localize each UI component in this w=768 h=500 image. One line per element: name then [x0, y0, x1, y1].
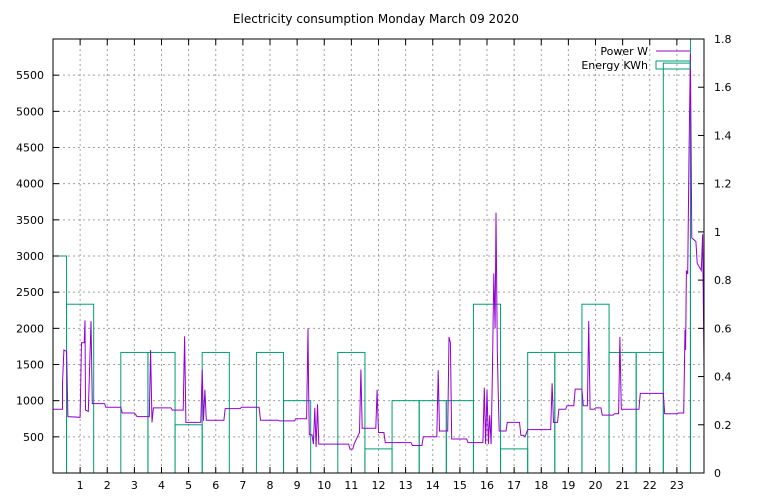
x-tick-label: 14: [426, 479, 440, 492]
x-tick-label: 13: [399, 479, 413, 492]
x-tick-label: 6: [212, 479, 219, 492]
power-line: [53, 53, 705, 450]
x-tick-label: 20: [589, 479, 603, 492]
y-tick-label: 500: [23, 431, 44, 444]
legend-label: Power W: [600, 45, 648, 58]
y2-tick-label: 0: [714, 467, 721, 480]
y-tick-label: 4000: [16, 178, 44, 191]
x-tick-label: 12: [372, 479, 386, 492]
y2-tick-label: 1.8: [714, 33, 732, 46]
y-tick-label: 1500: [16, 359, 44, 372]
x-tick-label: 15: [453, 479, 467, 492]
y-tick-label: 3000: [16, 250, 44, 263]
y-tick-label: 5500: [16, 69, 44, 82]
x-tick-label: 5: [185, 479, 192, 492]
legend-label: Energy KWh: [581, 59, 648, 72]
y2-tick-label: 1.2: [714, 178, 732, 191]
x-tick-label: 11: [344, 479, 358, 492]
x-tick-label: 16: [480, 479, 494, 492]
y2-tick-label: 1.6: [714, 81, 732, 94]
x-tick-label: 19: [561, 479, 575, 492]
x-tick-label: 18: [534, 479, 548, 492]
x-tick-label: 23: [670, 479, 684, 492]
y2-tick-label: 1.4: [714, 129, 732, 142]
y2-tick-label: 0.8: [714, 274, 732, 287]
y-tick-label: 2000: [16, 322, 44, 335]
x-tick-label: 17: [507, 479, 521, 492]
legend-swatch-energy: [655, 60, 691, 70]
axes: 1 2 3 4 5 6 7 8 9 10 11 12 13 14 15 16 17 18 19 20 21 22 23500…: [16, 33, 732, 492]
y-tick-label: 5000: [16, 105, 44, 118]
x-tick-label: 8: [267, 479, 274, 492]
y2-tick-label: 0.4: [714, 371, 732, 384]
plot-frame: [52, 38, 705, 474]
x-tick-label: 4: [158, 479, 165, 492]
chart-title: Electricity consumption Monday March 09 …: [233, 12, 519, 26]
grid: [53, 39, 704, 473]
x-tick-label: 2: [104, 479, 111, 492]
y2-tick-label: 0.6: [714, 322, 732, 335]
energy-bar: [391, 400, 420, 474]
x-tick-label: 3: [131, 479, 138, 492]
x-tick-label: 9: [294, 479, 301, 492]
x-tick-label: 7: [239, 479, 246, 492]
x-tick-label: 1: [77, 479, 84, 492]
y2-tick-label: 1: [714, 226, 721, 239]
x-tick-label: 10: [317, 479, 331, 492]
y-tick-label: 2500: [16, 286, 44, 299]
y-tick-label: 1000: [16, 395, 44, 408]
y2-tick-label: 0.2: [714, 419, 732, 432]
x-tick-label: 21: [616, 479, 630, 492]
y-tick-label: 3500: [16, 214, 44, 227]
x-tick-label: 22: [643, 479, 657, 492]
y-tick-label: 4500: [16, 142, 44, 155]
power-line-layer: [53, 53, 705, 450]
